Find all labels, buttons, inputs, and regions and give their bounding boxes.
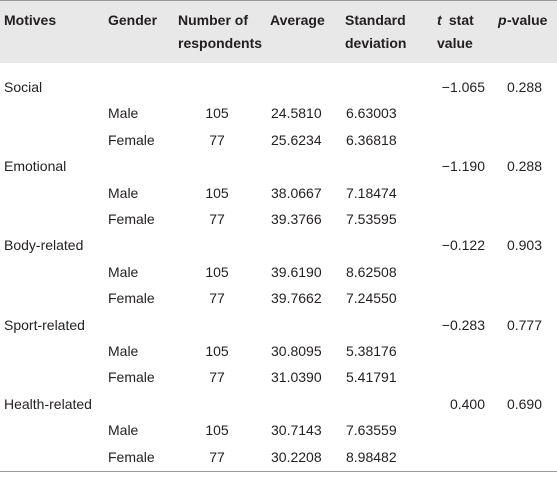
sd-cell: 8.98482 <box>346 448 397 465</box>
motive-cell: Emotional <box>4 158 67 175</box>
average-cell: 38.0667 <box>271 184 322 201</box>
sd-cell: 7.18474 <box>346 184 397 201</box>
t-value-cell: −1.065 <box>441 79 485 95</box>
header-cell: -value <box>507 12 548 28</box>
count-cell: 77 <box>209 131 225 148</box>
motive-cell: Sport-related <box>4 316 85 333</box>
p-value-cell: 0.690 <box>506 395 542 412</box>
header-cell: Gender <box>108 12 158 28</box>
count-cell: 105 <box>205 105 229 122</box>
sd-cell: 6.63003 <box>346 105 397 122</box>
average-cell: 25.6234 <box>271 131 322 148</box>
sd-cell: 7.53595 <box>346 211 397 227</box>
gender-cell: Female <box>108 131 155 148</box>
sd-cell: 6.36818 <box>346 131 397 148</box>
header-band <box>0 0 557 63</box>
sd-cell: 5.38176 <box>346 343 397 359</box>
motive-cell: Body-related <box>4 237 84 254</box>
sd-cell: 8.62508 <box>346 263 397 280</box>
sd-cell: 5.41791 <box>346 369 397 386</box>
sd-cell: 7.24550 <box>346 290 397 307</box>
t-value-cell: −1.190 <box>441 158 485 175</box>
count-cell: 77 <box>209 369 225 386</box>
average-cell: 30.8095 <box>271 343 322 359</box>
average-cell: 30.7143 <box>271 422 322 439</box>
gender-cell: Female <box>108 290 155 307</box>
p-value-cell: 0.288 <box>506 158 542 175</box>
count-cell: 105 <box>205 184 229 201</box>
gender-cell: Female <box>108 369 155 386</box>
average-cell: 24.5810 <box>271 105 322 122</box>
header-cell: respondents <box>178 35 263 51</box>
motive-cell: Health-related <box>4 395 92 412</box>
gender-cell: Male <box>108 263 139 280</box>
sd-cell: 7.63559 <box>346 422 397 439</box>
header-cell: value <box>437 35 473 51</box>
header-cell: deviation <box>345 35 407 51</box>
gender-cell: Male <box>108 105 139 122</box>
count-cell: 105 <box>205 343 229 359</box>
average-cell: 39.6190 <box>271 263 322 280</box>
gender-cell: Female <box>108 448 155 465</box>
count-cell: 77 <box>209 290 225 307</box>
header-cell: t <box>437 12 442 28</box>
count-cell: 105 <box>205 422 229 439</box>
average-cell: 31.0390 <box>271 369 322 386</box>
header-cell: Number of <box>178 12 248 28</box>
bottom-rule <box>0 471 557 472</box>
gender-cell: Male <box>108 184 139 201</box>
gender-cell: Male <box>108 343 139 359</box>
t-value-cell: −0.283 <box>441 316 485 333</box>
gender-cell: Male <box>108 422 139 439</box>
motive-cell: Social <box>4 79 43 95</box>
p-value-cell: 0.777 <box>506 316 542 333</box>
average-cell: 39.3766 <box>271 211 322 227</box>
count-cell: 77 <box>209 211 225 227</box>
t-value-cell: 0.400 <box>449 395 485 412</box>
header-cell: stat <box>445 12 474 28</box>
p-value-cell: 0.288 <box>506 79 542 95</box>
average-cell: 30.2208 <box>271 448 322 465</box>
p-value-cell: 0.903 <box>506 237 542 254</box>
header-cell: Average <box>270 12 325 28</box>
gender-cell: Female <box>108 211 155 227</box>
header-cell: p <box>498 12 507 28</box>
header-cell: Motives <box>4 12 57 28</box>
header-cell: Standard <box>345 12 406 28</box>
count-cell: 77 <box>209 448 225 465</box>
count-cell: 105 <box>205 263 229 280</box>
t-value-cell: −0.122 <box>441 237 485 254</box>
average-cell: 39.7662 <box>271 290 322 307</box>
